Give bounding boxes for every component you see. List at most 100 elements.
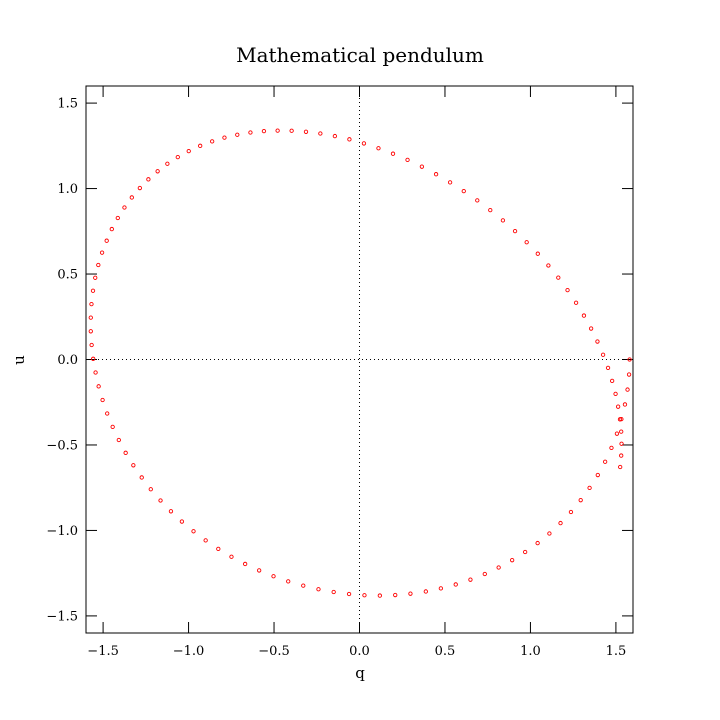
data-point: [289, 128, 294, 133]
x-axis-label: q: [355, 664, 365, 682]
y-tick-label: 1.5: [57, 97, 78, 112]
data-point: [361, 141, 367, 146]
data-point: [614, 431, 620, 436]
data-point: [461, 188, 466, 194]
data-point: [191, 529, 196, 534]
data-point: [512, 228, 518, 234]
data-point: [619, 453, 624, 458]
data-point: [578, 498, 583, 503]
data-point: [438, 586, 444, 591]
data-point: [286, 579, 291, 584]
data-point: [203, 538, 208, 543]
data-point: [116, 437, 121, 443]
zero-lines: [86, 86, 633, 633]
data-point: [248, 130, 253, 135]
data-point: [587, 485, 592, 491]
data-point: [275, 128, 280, 133]
data-point: [393, 592, 398, 598]
trajectory-points: [88, 128, 632, 598]
data-point: [316, 587, 321, 592]
data-point: [158, 498, 163, 503]
x-tick-label: −1.5: [87, 644, 119, 659]
data-point: [547, 531, 552, 536]
data-point: [588, 326, 594, 331]
data-point: [565, 287, 570, 293]
data-point: [229, 554, 234, 559]
x-tick-label: 0.5: [435, 644, 456, 659]
y-tick-label: 1.0: [57, 182, 78, 197]
y-tick-label: −0.5: [46, 438, 78, 453]
data-point: [93, 275, 98, 280]
x-tick-label: 0.0: [349, 644, 370, 659]
data-point: [496, 565, 501, 570]
x-axis-ticks: −1.5 −1.0 −0.5 0.0 0.5 1.0 1.5: [87, 86, 626, 659]
data-point: [216, 546, 221, 552]
data-point: [99, 250, 105, 255]
data-point: [488, 207, 493, 213]
data-point: [453, 582, 458, 587]
y-tick-label: −1.5: [46, 609, 78, 624]
data-point: [222, 135, 227, 140]
data-point: [318, 131, 323, 136]
data-point: [131, 463, 136, 468]
data-point: [110, 424, 115, 429]
y-tick-label: −1.0: [46, 524, 78, 539]
data-point: [609, 378, 615, 384]
data-point: [271, 574, 276, 579]
data-point: [347, 137, 352, 142]
data-point: [109, 226, 114, 232]
data-point: [475, 198, 480, 203]
data-point: [522, 549, 528, 555]
data-point: [626, 372, 632, 377]
data-point: [524, 240, 529, 245]
data-point: [546, 263, 551, 268]
data-point: [303, 129, 309, 134]
data-point: [377, 593, 382, 598]
data-point: [615, 404, 621, 409]
data-point: [558, 520, 563, 526]
data-point: [88, 329, 93, 334]
data-point: [423, 589, 428, 594]
data-point: [390, 151, 396, 156]
x-tick-label: 1.0: [520, 644, 541, 659]
data-point: [619, 429, 624, 434]
data-point: [139, 475, 144, 480]
data-point: [257, 568, 262, 573]
data-point: [346, 591, 352, 597]
data-point: [619, 441, 624, 446]
data-point: [89, 301, 94, 307]
data-point: [115, 215, 120, 221]
data-point: [447, 180, 453, 185]
data-point: [408, 591, 413, 596]
data-point: [89, 342, 94, 348]
data-point: [90, 288, 96, 293]
data-point: [175, 154, 180, 160]
data-point: [433, 172, 439, 177]
data-point: [123, 450, 128, 455]
y-axis-label: u: [10, 355, 28, 365]
x-tick-label: −0.5: [258, 644, 290, 659]
data-point: [301, 583, 306, 588]
data-point: [500, 218, 506, 223]
data-point: [96, 262, 101, 268]
data-point: [179, 519, 185, 524]
data-point: [129, 195, 134, 200]
data-point: [609, 445, 614, 451]
data-point: [122, 205, 127, 210]
data-point: [468, 577, 473, 582]
data-point: [186, 148, 191, 154]
data-point: [96, 384, 101, 389]
data-point: [600, 352, 606, 357]
data-point: [613, 391, 618, 397]
y-tick-label: 0.5: [57, 268, 78, 283]
data-point: [210, 139, 215, 144]
data-point: [165, 161, 170, 166]
y-axis-ticks: −1.5 −1.0 −0.5 0.0 0.5 1.0 1.5: [46, 97, 633, 624]
data-point: [137, 185, 142, 191]
data-point: [625, 387, 630, 392]
data-point: [146, 177, 151, 182]
data-point: [376, 146, 381, 151]
data-point: [556, 275, 561, 280]
x-tick-label: −1.0: [173, 644, 205, 659]
